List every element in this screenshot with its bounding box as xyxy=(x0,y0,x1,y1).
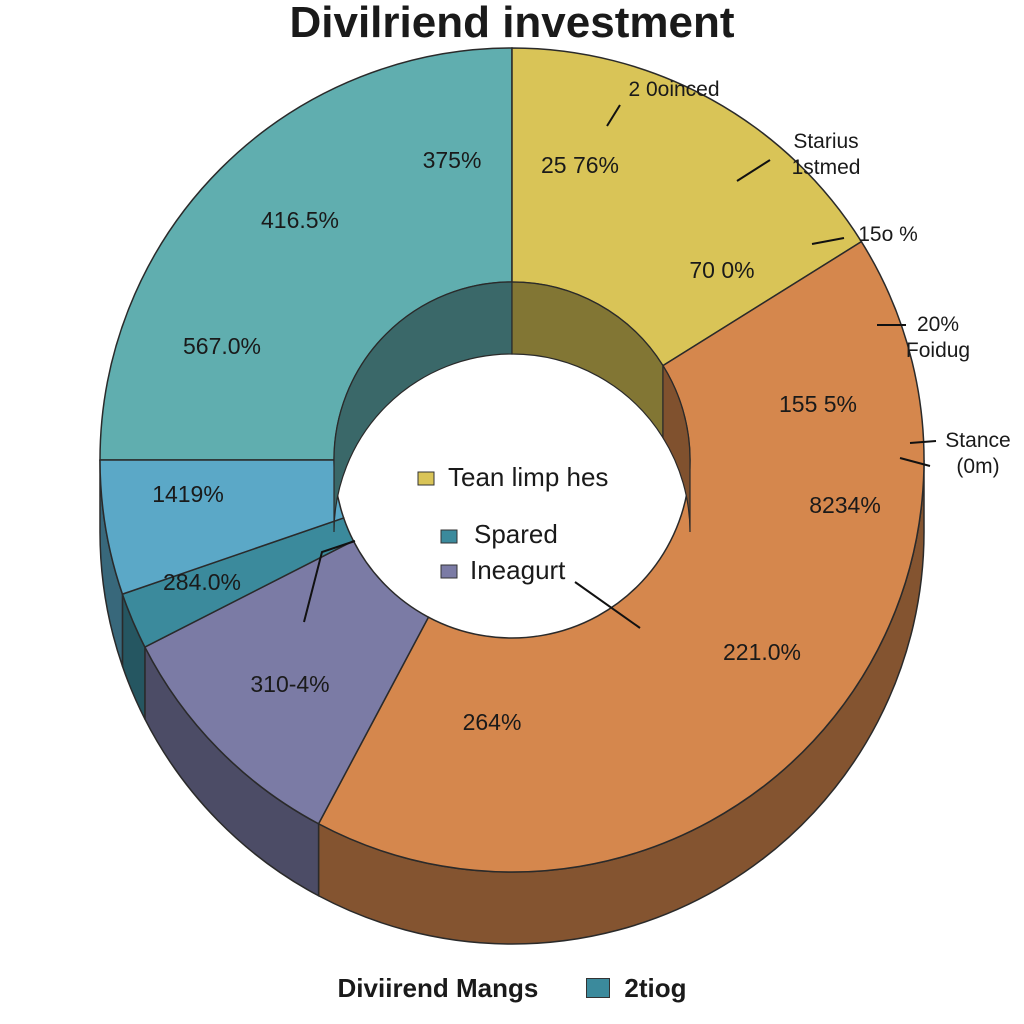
callout-2-text-2: 1stmed xyxy=(792,156,861,179)
callout-1-leader xyxy=(606,104,621,127)
callout-5-leader-2 xyxy=(899,457,931,467)
inner-legend-swatch-2 xyxy=(440,529,458,544)
callout-4-text-2: Foidug xyxy=(906,339,970,362)
slice-3-label-1: 155 5% xyxy=(779,391,857,417)
slice-4-label-1: 310-4% xyxy=(250,671,329,697)
donut-hole-layer xyxy=(333,281,691,632)
callout-1-text-1: 2 0oinced xyxy=(628,78,719,101)
chart-title: Divilriend investment xyxy=(289,0,735,47)
callout-3-leader xyxy=(811,237,845,245)
callouts-layer: 2 0oinced Starius 1stmed 15o % 20% Foidug Stan… xyxy=(303,78,1011,629)
slice-3-label-2: 8234% xyxy=(809,492,881,518)
slice-3-inner-wall xyxy=(662,363,691,533)
inner-legend-layer: Tean limp hes Spared Ineagurt xyxy=(417,462,608,585)
callout-4-text-1: 20% xyxy=(917,313,959,336)
callout-5-text-2: (0m) xyxy=(956,455,999,478)
bottom-legend-label-2: 2tiog xyxy=(624,972,687,1003)
callout-2-leader xyxy=(736,159,771,182)
slice-6-label-1: 567.0% xyxy=(183,333,261,359)
slice-labels-layer: 375% 416.5% 25 76% 70 0% 155 5% 8234% 221.0% 26… xyxy=(152,147,881,735)
slice-6 xyxy=(99,459,345,596)
inner-legend-label-1: Tean limp hes xyxy=(448,462,608,492)
slice-3-label-3: 221.0% xyxy=(723,639,801,665)
callout-2-text-1: Starius xyxy=(793,130,858,153)
slice-2-label-1: 25 76% xyxy=(541,152,619,178)
inner-leader-right xyxy=(574,581,641,629)
donut-hole xyxy=(354,376,670,632)
bottom-legend: Diviirend Mangs 2tiog xyxy=(0,966,1024,1010)
slice-1-label-2: 416.5% xyxy=(261,207,339,233)
bottom-legend-swatch xyxy=(586,978,611,998)
slice-3 xyxy=(317,240,925,873)
callout-5-leader xyxy=(909,440,937,444)
inner-legend-swatch-1 xyxy=(417,471,435,486)
slice-3-label-4: 264% xyxy=(463,709,522,735)
inner-legend-label-2: Spared xyxy=(474,519,558,549)
inner-legend-label-3: Ineagurt xyxy=(470,555,566,585)
bottom-legend-label-1: Diviirend Mangs xyxy=(337,972,539,1003)
inner-legend-swatch-3 xyxy=(440,564,458,579)
callout-3-text-1: 15o % xyxy=(858,223,918,246)
slice-1-label-1: 375% xyxy=(423,147,482,173)
slice-2-label-2: 70 0% xyxy=(689,257,754,283)
donut-top-layer xyxy=(99,47,925,873)
slice-5-label-1: 284.0% xyxy=(163,569,241,595)
callout-5-text-1: Stance xyxy=(945,429,1010,452)
inner-leader-left xyxy=(303,540,356,623)
slice-6-label-2: 1419% xyxy=(152,481,224,507)
